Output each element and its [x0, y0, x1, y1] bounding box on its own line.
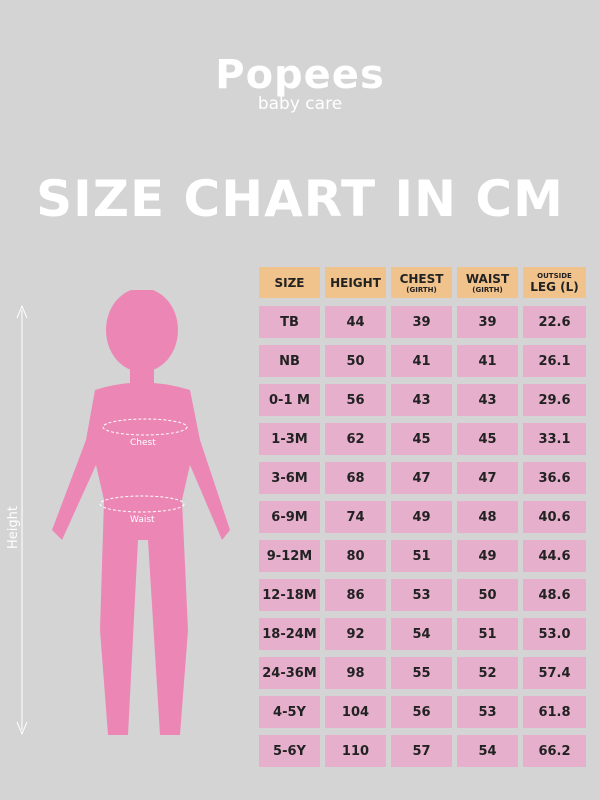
header-height: HEIGHT	[325, 267, 386, 298]
table-row: TB 44 39 39 22.6	[259, 306, 586, 338]
child-figure: Chest Waist	[16, 290, 230, 736]
header-size: SIZE	[259, 267, 320, 298]
cell-waist: 47	[457, 462, 518, 494]
cell-size: 12-18M	[259, 579, 320, 611]
arrow-down-icon	[16, 721, 28, 736]
cell-size: 1-3M	[259, 423, 320, 455]
cell-chest: 39	[391, 306, 452, 338]
cell-waist: 53	[457, 696, 518, 728]
cell-leg: 40.6	[523, 501, 586, 533]
table-row: 18-24M 92 54 51 53.0	[259, 618, 586, 650]
cell-height: 74	[325, 501, 386, 533]
cell-height: 98	[325, 657, 386, 689]
height-label: Height	[5, 506, 21, 549]
header-leg: OUTSIDE LEG (L)	[523, 267, 586, 298]
cell-height: 86	[325, 579, 386, 611]
cell-chest: 55	[391, 657, 452, 689]
cell-height: 92	[325, 618, 386, 650]
table-row: 0-1 M 56 43 43 29.6	[259, 384, 586, 416]
cell-leg: 33.1	[523, 423, 586, 455]
cell-chest: 43	[391, 384, 452, 416]
cell-waist: 45	[457, 423, 518, 455]
cell-chest: 49	[391, 501, 452, 533]
header-chest: CHEST (GIRTH)	[391, 267, 452, 298]
logo-brand: Popees	[215, 52, 385, 98]
cell-leg: 29.6	[523, 384, 586, 416]
cell-height: 44	[325, 306, 386, 338]
cell-height: 104	[325, 696, 386, 728]
cell-waist: 52	[457, 657, 518, 689]
cell-chest: 53	[391, 579, 452, 611]
waist-measure	[99, 495, 185, 513]
cell-waist: 49	[457, 540, 518, 572]
cell-chest: 57	[391, 735, 452, 767]
table-row: 12-18M 86 53 50 48.6	[259, 579, 586, 611]
cell-chest: 51	[391, 540, 452, 572]
cell-leg: 66.2	[523, 735, 586, 767]
cell-waist: 39	[457, 306, 518, 338]
cell-height: 80	[325, 540, 386, 572]
cell-waist: 41	[457, 345, 518, 377]
table-row: 24-36M 98 55 52 57.4	[259, 657, 586, 689]
table-row: 1-3M 62 45 45 33.1	[259, 423, 586, 455]
table-row: 6-9M 74 49 48 40.6	[259, 501, 586, 533]
table-row: 9-12M 80 51 49 44.6	[259, 540, 586, 572]
table-header: SIZE HEIGHT CHEST (GIRTH) WAIST (GIRTH) OU…	[259, 267, 586, 299]
cell-chest: 56	[391, 696, 452, 728]
cell-leg: 48.6	[523, 579, 586, 611]
cell-height: 68	[325, 462, 386, 494]
logo-subtitle: baby care	[257, 94, 343, 114]
header-waist: WAIST (GIRTH)	[457, 267, 518, 298]
cell-leg: 44.6	[523, 540, 586, 572]
cell-waist: 50	[457, 579, 518, 611]
table-row: 4-5Y 104 56 53 61.8	[259, 696, 586, 728]
cell-chest: 54	[391, 618, 452, 650]
cell-height: 50	[325, 345, 386, 377]
cell-leg: 26.1	[523, 345, 586, 377]
cell-height: 62	[325, 423, 386, 455]
cell-size: 4-5Y	[259, 696, 320, 728]
cell-size: 18-24M	[259, 618, 320, 650]
cell-size: 5-6Y	[259, 735, 320, 767]
chest-label: Chest	[130, 438, 156, 448]
cell-size: 0-1 M	[259, 384, 320, 416]
arrow-up-icon	[16, 304, 28, 319]
table-row: NB 50 41 41 26.1	[259, 345, 586, 377]
cell-waist: 48	[457, 501, 518, 533]
cell-chest: 47	[391, 462, 452, 494]
cell-height: 110	[325, 735, 386, 767]
table-row: 5-6Y 110 57 54 66.2	[259, 735, 586, 767]
cell-leg: 57.4	[523, 657, 586, 689]
cell-size: NB	[259, 345, 320, 377]
cell-waist: 54	[457, 735, 518, 767]
logo: Popees baby care	[0, 52, 600, 114]
cell-waist: 43	[457, 384, 518, 416]
cell-size: 9-12M	[259, 540, 320, 572]
cell-size: 6-9M	[259, 501, 320, 533]
cell-leg: 36.6	[523, 462, 586, 494]
page-title: SIZE CHART IN CM	[36, 170, 564, 228]
cell-leg: 53.0	[523, 618, 586, 650]
size-table: SIZE HEIGHT CHEST (GIRTH) WAIST (GIRTH) OU…	[259, 267, 586, 774]
chest-measure	[102, 418, 188, 436]
cell-leg: 61.8	[523, 696, 586, 728]
cell-chest: 45	[391, 423, 452, 455]
cell-size: 24-36M	[259, 657, 320, 689]
cell-leg: 22.6	[523, 306, 586, 338]
waist-label: Waist	[130, 515, 155, 525]
cell-waist: 51	[457, 618, 518, 650]
table-row: 3-6M 68 47 47 36.6	[259, 462, 586, 494]
cell-height: 56	[325, 384, 386, 416]
cell-size: TB	[259, 306, 320, 338]
cell-chest: 41	[391, 345, 452, 377]
cell-size: 3-6M	[259, 462, 320, 494]
